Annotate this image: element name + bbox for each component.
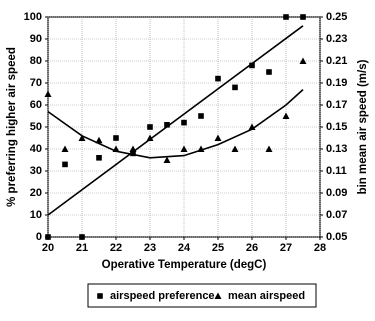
y-tick-label: 80 <box>30 55 42 67</box>
y2-tick-label: 0.13 <box>326 143 347 155</box>
data-point <box>78 134 86 141</box>
legend-label: airspeed preference <box>110 290 215 302</box>
data-point <box>61 145 69 152</box>
data-point <box>163 156 171 163</box>
legend-marker <box>214 292 222 299</box>
y-tick-label: 10 <box>30 209 42 221</box>
y2-tick-label: 0.15 <box>326 121 347 133</box>
data-point <box>130 150 136 157</box>
x-tick-label: 22 <box>110 242 122 254</box>
data-point <box>164 122 170 128</box>
y2-tick-label: 0.09 <box>326 187 347 199</box>
data-point <box>62 161 68 168</box>
trend-line <box>47 25 304 216</box>
x-tick-label: 27 <box>280 242 292 254</box>
y2-tick-label: 0.07 <box>326 209 347 221</box>
legend-marker <box>97 293 103 299</box>
data-point <box>248 123 256 130</box>
data-point <box>231 145 239 152</box>
data-point <box>215 75 221 82</box>
data-point <box>96 155 102 161</box>
data-point <box>45 234 51 240</box>
y2-tick-label: 0.11 <box>326 165 347 177</box>
y2-tick-label: 0.21 <box>326 55 347 67</box>
x-tick-label: 26 <box>246 242 258 254</box>
y-tick-label: 90 <box>30 33 42 45</box>
data-point <box>113 135 119 141</box>
data-point <box>44 90 52 97</box>
data-point <box>197 145 205 152</box>
y-tick-label: 100 <box>24 11 42 23</box>
y2-tick-label: 0.23 <box>326 33 347 45</box>
y2-tick-label: 0.17 <box>326 99 347 111</box>
data-point <box>265 145 273 152</box>
y-tick-label: 70 <box>30 77 42 89</box>
y-tick-label: 0 <box>36 231 42 243</box>
data-point <box>181 119 187 126</box>
y-tick-label: 20 <box>30 187 42 199</box>
data-point <box>198 113 204 119</box>
data-point <box>180 145 188 152</box>
data-point <box>249 62 255 69</box>
x-tick-label: 24 <box>178 242 191 254</box>
data-point <box>232 84 238 91</box>
legend-box <box>87 283 317 308</box>
x-tick-label: 28 <box>314 242 326 254</box>
y-tick-label: 40 <box>30 143 42 155</box>
data-point <box>283 14 289 20</box>
data-point <box>129 145 137 152</box>
data-point <box>214 134 222 141</box>
data-point <box>147 124 153 130</box>
x-tick-label: 21 <box>76 242 88 254</box>
data-point <box>282 112 290 119</box>
data-point <box>300 14 306 20</box>
y-axis-label: % preferring higher air speed <box>6 47 18 207</box>
x-axis-label: Operative Temperature (degC) <box>102 259 267 271</box>
x-tick-label: 20 <box>42 242 54 254</box>
x-tick-label: 25 <box>212 242 224 254</box>
data-point <box>112 145 120 152</box>
legend-label: mean airspeed <box>228 290 305 302</box>
y2-tick-label: 0.25 <box>326 11 347 23</box>
y2-axis-label: bin mean air speed (m/s) <box>357 59 369 194</box>
data-point <box>266 69 272 75</box>
data-point <box>299 57 307 64</box>
trend-line <box>47 89 304 159</box>
y2-tick-label: 0.19 <box>326 77 347 89</box>
data-point <box>79 234 85 240</box>
x-tick-label: 23 <box>144 242 156 254</box>
y2-tick-label: 0.05 <box>326 231 347 243</box>
data-point <box>146 134 154 141</box>
y-tick-label: 60 <box>30 99 42 111</box>
y-tick-label: 50 <box>30 121 42 133</box>
y-tick-label: 30 <box>30 165 42 177</box>
data-point <box>95 136 103 144</box>
